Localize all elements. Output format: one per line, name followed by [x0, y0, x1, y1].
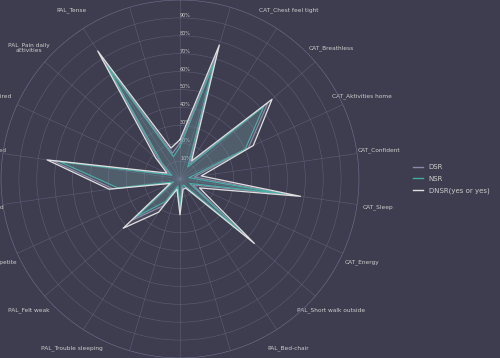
Polygon shape — [52, 55, 290, 235]
Legend: DSR, NSR, DNSR(yes or yes): DSR, NSR, DNSR(yes or yes) — [410, 162, 492, 196]
Polygon shape — [47, 45, 300, 243]
Polygon shape — [60, 62, 283, 232]
